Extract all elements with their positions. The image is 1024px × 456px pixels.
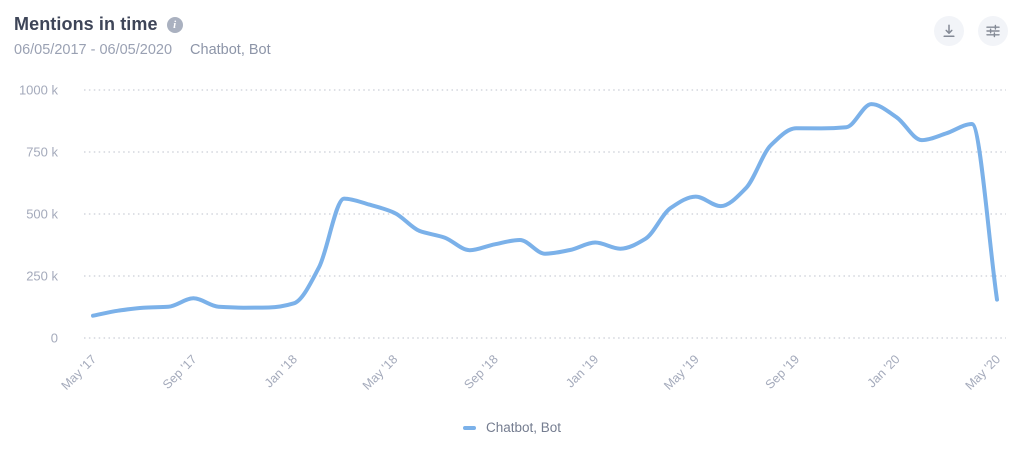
- download-button[interactable]: [934, 16, 964, 46]
- legend-item-chatbot-bot[interactable]: Chatbot, Bot: [0, 420, 1024, 435]
- x-axis-label: May '20: [963, 352, 1004, 393]
- series-line-chatbot-bot[interactable]: [91, 102, 999, 318]
- chart-header: Mentions in time i 06/05/2017 - 06/05/20…: [0, 0, 1024, 58]
- download-icon: [943, 24, 955, 37]
- legend-swatch: [462, 425, 476, 430]
- page-title: Mentions in time: [14, 14, 158, 34]
- x-axis-label: May '17: [59, 352, 100, 393]
- y-axis-label: 1000 k: [19, 83, 59, 98]
- x-axis-label: May '19: [661, 352, 702, 393]
- x-axis-label: May '18: [360, 352, 401, 393]
- y-axis-label: 0: [51, 331, 58, 346]
- info-icon[interactable]: i: [166, 16, 183, 33]
- sliders-icon: [986, 24, 1000, 38]
- x-axis-label: Sep '18: [461, 352, 501, 392]
- y-axis-label: 500 k: [26, 207, 58, 222]
- x-axis-label: Sep '17: [160, 352, 200, 392]
- title-block: Mentions in time i 06/05/2017 - 06/05/20…: [14, 14, 271, 58]
- x-axis-label: Jan '18: [262, 352, 300, 390]
- legend-label: Chatbot, Bot: [485, 420, 562, 435]
- x-axis-label: Jan '20: [865, 352, 903, 390]
- y-axis-label: 250 k: [26, 269, 58, 284]
- chart-settings-button[interactable]: [978, 16, 1008, 46]
- date-range-label: 06/05/2017 - 06/05/2020: [14, 42, 173, 58]
- x-axis-label: Sep '19: [763, 352, 803, 392]
- y-axis-label: 750 k: [26, 145, 58, 160]
- x-axis-label: Jan '19: [563, 352, 601, 390]
- topics-label: Chatbot, Bot: [190, 42, 271, 58]
- header-actions: [934, 16, 1008, 46]
